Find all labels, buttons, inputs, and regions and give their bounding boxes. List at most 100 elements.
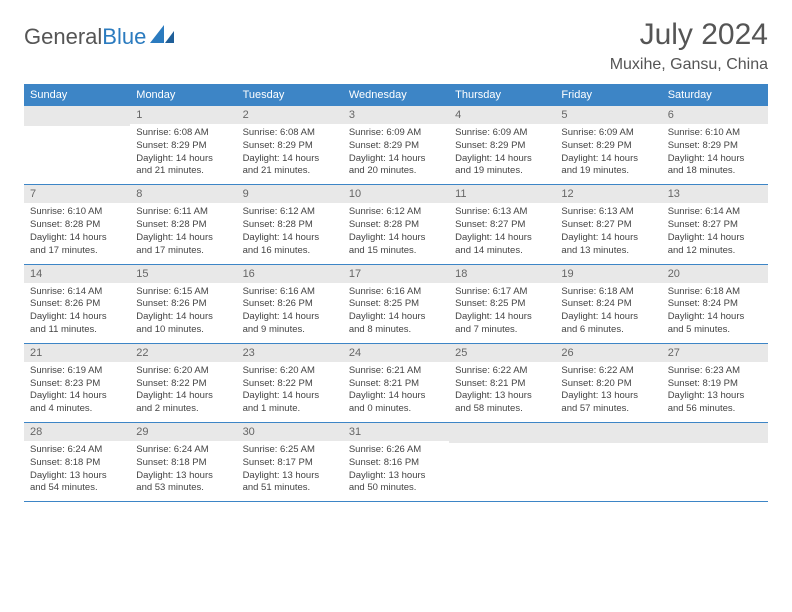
calendar-cell: 20Sunrise: 6:18 AMSunset: 8:24 PMDayligh… [662, 265, 768, 343]
calendar-cell: 10Sunrise: 6:12 AMSunset: 8:28 PMDayligh… [343, 185, 449, 263]
calendar-document: GeneralBlue July 2024 Muxihe, Gansu, Chi… [0, 0, 792, 520]
brand-part2: Blue [102, 24, 146, 49]
calendar-cell: 22Sunrise: 6:20 AMSunset: 8:22 PMDayligh… [130, 344, 236, 422]
calendar-cell: 29Sunrise: 6:24 AMSunset: 8:18 PMDayligh… [130, 423, 236, 501]
day-number: 6 [662, 106, 768, 124]
brand-logo: GeneralBlue [24, 24, 176, 50]
daynum-bar-empty [449, 423, 555, 443]
calendar-cell: 18Sunrise: 6:17 AMSunset: 8:25 PMDayligh… [449, 265, 555, 343]
day-number: 1 [130, 106, 236, 124]
calendar-cell: 4Sunrise: 6:09 AMSunset: 8:29 PMDaylight… [449, 106, 555, 184]
day-number: 24 [343, 344, 449, 362]
day-details: Sunrise: 6:24 AMSunset: 8:18 PMDaylight:… [130, 441, 236, 501]
title-block: July 2024 Muxihe, Gansu, China [610, 18, 768, 74]
calendar-cell: 24Sunrise: 6:21 AMSunset: 8:21 PMDayligh… [343, 344, 449, 422]
day-details: Sunrise: 6:22 AMSunset: 8:21 PMDaylight:… [449, 362, 555, 422]
weekday-header-row: SundayMondayTuesdayWednesdayThursdayFrid… [24, 84, 768, 106]
calendar-cell: 9Sunrise: 6:12 AMSunset: 8:28 PMDaylight… [237, 185, 343, 263]
calendar-cell: 5Sunrise: 6:09 AMSunset: 8:29 PMDaylight… [555, 106, 661, 184]
day-details: Sunrise: 6:12 AMSunset: 8:28 PMDaylight:… [237, 203, 343, 263]
weekday-header: Sunday [24, 84, 130, 106]
day-number: 31 [343, 423, 449, 441]
header: GeneralBlue July 2024 Muxihe, Gansu, Chi… [24, 18, 768, 74]
day-details: Sunrise: 6:24 AMSunset: 8:18 PMDaylight:… [24, 441, 130, 501]
day-details: Sunrise: 6:09 AMSunset: 8:29 PMDaylight:… [449, 124, 555, 184]
weekday-header: Wednesday [343, 84, 449, 106]
calendar-cell: 14Sunrise: 6:14 AMSunset: 8:26 PMDayligh… [24, 265, 130, 343]
location: Muxihe, Gansu, China [610, 56, 768, 74]
calendar-cell: 26Sunrise: 6:22 AMSunset: 8:20 PMDayligh… [555, 344, 661, 422]
calendar-cell: 12Sunrise: 6:13 AMSunset: 8:27 PMDayligh… [555, 185, 661, 263]
calendar-cell [24, 106, 130, 184]
day-number: 19 [555, 265, 661, 283]
day-details: Sunrise: 6:16 AMSunset: 8:26 PMDaylight:… [237, 283, 343, 343]
calendar-row: 21Sunrise: 6:19 AMSunset: 8:23 PMDayligh… [24, 344, 768, 423]
weekday-header: Monday [130, 84, 236, 106]
calendar-row: 14Sunrise: 6:14 AMSunset: 8:26 PMDayligh… [24, 265, 768, 344]
day-details: Sunrise: 6:18 AMSunset: 8:24 PMDaylight:… [555, 283, 661, 343]
day-number: 14 [24, 265, 130, 283]
day-number: 11 [449, 185, 555, 203]
day-number: 30 [237, 423, 343, 441]
day-number: 26 [555, 344, 661, 362]
day-details: Sunrise: 6:11 AMSunset: 8:28 PMDaylight:… [130, 203, 236, 263]
day-number: 29 [130, 423, 236, 441]
day-details: Sunrise: 6:21 AMSunset: 8:21 PMDaylight:… [343, 362, 449, 422]
calendar-grid: SundayMondayTuesdayWednesdayThursdayFrid… [24, 84, 768, 502]
day-number: 23 [237, 344, 343, 362]
day-details: Sunrise: 6:22 AMSunset: 8:20 PMDaylight:… [555, 362, 661, 422]
calendar-cell: 31Sunrise: 6:26 AMSunset: 8:16 PMDayligh… [343, 423, 449, 501]
day-details: Sunrise: 6:13 AMSunset: 8:27 PMDaylight:… [449, 203, 555, 263]
calendar-row: 7Sunrise: 6:10 AMSunset: 8:28 PMDaylight… [24, 185, 768, 264]
calendar-cell: 6Sunrise: 6:10 AMSunset: 8:29 PMDaylight… [662, 106, 768, 184]
day-details: Sunrise: 6:20 AMSunset: 8:22 PMDaylight:… [130, 362, 236, 422]
daynum-bar-empty [555, 423, 661, 443]
month-title: July 2024 [610, 18, 768, 52]
daynum-bar-empty [662, 423, 768, 443]
calendar-row: 1Sunrise: 6:08 AMSunset: 8:29 PMDaylight… [24, 106, 768, 185]
day-number: 15 [130, 265, 236, 283]
day-details: Sunrise: 6:20 AMSunset: 8:22 PMDaylight:… [237, 362, 343, 422]
day-number: 7 [24, 185, 130, 203]
calendar-cell: 13Sunrise: 6:14 AMSunset: 8:27 PMDayligh… [662, 185, 768, 263]
brand-sail-icon [150, 25, 176, 50]
calendar-cell: 30Sunrise: 6:25 AMSunset: 8:17 PMDayligh… [237, 423, 343, 501]
day-details: Sunrise: 6:16 AMSunset: 8:25 PMDaylight:… [343, 283, 449, 343]
day-number: 20 [662, 265, 768, 283]
brand-part1: General [24, 24, 102, 49]
calendar-cell: 8Sunrise: 6:11 AMSunset: 8:28 PMDaylight… [130, 185, 236, 263]
day-details: Sunrise: 6:14 AMSunset: 8:27 PMDaylight:… [662, 203, 768, 263]
weekday-header: Thursday [449, 84, 555, 106]
day-details: Sunrise: 6:10 AMSunset: 8:29 PMDaylight:… [662, 124, 768, 184]
day-number: 28 [24, 423, 130, 441]
calendar-cell: 27Sunrise: 6:23 AMSunset: 8:19 PMDayligh… [662, 344, 768, 422]
calendar-row: 28Sunrise: 6:24 AMSunset: 8:18 PMDayligh… [24, 423, 768, 502]
day-number: 13 [662, 185, 768, 203]
day-number: 27 [662, 344, 768, 362]
day-number: 12 [555, 185, 661, 203]
day-details: Sunrise: 6:19 AMSunset: 8:23 PMDaylight:… [24, 362, 130, 422]
calendar-cell: 23Sunrise: 6:20 AMSunset: 8:22 PMDayligh… [237, 344, 343, 422]
day-details: Sunrise: 6:17 AMSunset: 8:25 PMDaylight:… [449, 283, 555, 343]
weekday-header: Friday [555, 84, 661, 106]
calendar-cell [662, 423, 768, 501]
day-details: Sunrise: 6:26 AMSunset: 8:16 PMDaylight:… [343, 441, 449, 501]
day-number: 3 [343, 106, 449, 124]
day-number: 25 [449, 344, 555, 362]
weekday-header: Tuesday [237, 84, 343, 106]
day-details: Sunrise: 6:15 AMSunset: 8:26 PMDaylight:… [130, 283, 236, 343]
day-number: 21 [24, 344, 130, 362]
day-details: Sunrise: 6:18 AMSunset: 8:24 PMDaylight:… [662, 283, 768, 343]
calendar-cell: 21Sunrise: 6:19 AMSunset: 8:23 PMDayligh… [24, 344, 130, 422]
calendar-cell: 3Sunrise: 6:09 AMSunset: 8:29 PMDaylight… [343, 106, 449, 184]
weekday-header: Saturday [662, 84, 768, 106]
day-number: 22 [130, 344, 236, 362]
day-details: Sunrise: 6:25 AMSunset: 8:17 PMDaylight:… [237, 441, 343, 501]
day-number: 8 [130, 185, 236, 203]
calendar-cell: 7Sunrise: 6:10 AMSunset: 8:28 PMDaylight… [24, 185, 130, 263]
day-number: 4 [449, 106, 555, 124]
day-details: Sunrise: 6:13 AMSunset: 8:27 PMDaylight:… [555, 203, 661, 263]
brand-text: GeneralBlue [24, 24, 146, 50]
calendar-cell: 1Sunrise: 6:08 AMSunset: 8:29 PMDaylight… [130, 106, 236, 184]
calendar-cell: 25Sunrise: 6:22 AMSunset: 8:21 PMDayligh… [449, 344, 555, 422]
